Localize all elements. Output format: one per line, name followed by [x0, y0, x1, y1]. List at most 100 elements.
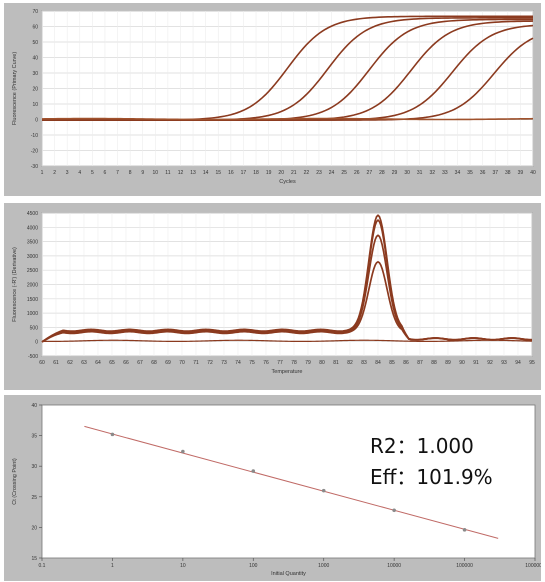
x-tick-label: 84 [375, 360, 381, 366]
amplification-chart-panel: -30 -20 -10 0 10 20 30 40 50 60 70 1 2 3 4 5 6 7 8 9 10 11 12 1… [4, 3, 541, 196]
x-tick-label: 1 [41, 170, 44, 176]
x-tick-label: 70 [179, 360, 185, 366]
x-axis-label: Cycles [279, 179, 296, 185]
x-tick-label: 92 [487, 360, 493, 366]
y-tick-label: 4000 [27, 225, 38, 231]
fit-line [84, 425, 499, 539]
y-tick-label: 35 [31, 434, 37, 440]
y-tick-label: 25 [31, 495, 37, 501]
y-tick-label: 70 [32, 9, 38, 15]
x-tick-label: 93 [501, 360, 507, 366]
efficiency-annotation: Eff：101.9% [370, 465, 493, 489]
y-tick-label: 0 [35, 118, 38, 124]
x-tick-label: 88 [431, 360, 437, 366]
x-tick-label: 76 [263, 360, 269, 366]
y-tick-label: 1000 [27, 311, 38, 317]
x-tick-label: 21 [291, 170, 297, 176]
x-tick-label: 0.1 [39, 563, 46, 569]
x-axis-label: Temperature [272, 369, 303, 375]
x-tick-label: 65 [109, 360, 115, 366]
y-tick-label: 40 [32, 56, 38, 62]
melt-curve-5 [41, 339, 533, 343]
data-point-1 [110, 432, 115, 437]
data-point-2 [181, 449, 185, 454]
x-tick-label: 25 [341, 170, 347, 176]
y-tick-label: 3000 [27, 254, 38, 260]
x-tick-label: 34 [455, 170, 461, 176]
x-tick-label: 2 [53, 170, 56, 176]
x-tick-label: 27 [367, 170, 373, 176]
x-tick-label: 81 [333, 360, 339, 366]
y-tick-label: -30 [31, 164, 38, 170]
y-tick-label: 15 [31, 556, 37, 562]
x-tick-label: 15 [215, 170, 221, 176]
x-tick-label: 31 [417, 170, 423, 176]
x-tick-label: 94 [515, 360, 521, 366]
x-tick-label: 79 [305, 360, 311, 366]
y-tick-label: -500 [28, 354, 38, 360]
x-tick-label: 1 [111, 563, 114, 569]
y-axis-label: Fluorescence (-R') (Derivative) [12, 247, 18, 322]
x-tick-label: 13 [190, 170, 196, 176]
y-axis-label: Ct (Crossing Point) [12, 458, 18, 505]
x-tick-label: 16 [228, 170, 234, 176]
x-tick-label: 73 [221, 360, 227, 366]
y-tick-label: -20 [31, 149, 38, 155]
x-tick-label: 60 [39, 360, 45, 366]
melt-curve-4 [41, 260, 532, 343]
y-tick-label: 4500 [27, 211, 38, 217]
x-tick-label: 40 [530, 170, 536, 176]
x-tick-label: 63 [81, 360, 87, 366]
x-tick-label: 4 [78, 170, 81, 176]
x-tick-label: 18 [253, 170, 259, 176]
x-tick-label: 22 [304, 170, 310, 176]
y-tick-label: 3500 [27, 240, 38, 246]
x-tick-label: 6 [104, 170, 107, 176]
x-tick-label: 62 [67, 360, 73, 366]
x-tick-label: 72 [207, 360, 213, 366]
x-tick-label: 3 [66, 170, 69, 176]
x-tick-label: 75 [249, 360, 255, 366]
standard-curve-chart: 15 20 25 30 35 40 0.1 1 10 100 1000 10000 100000 1000… [12, 403, 541, 577]
amplification-curve-7 [41, 117, 534, 121]
y-tick-label: 2000 [27, 283, 38, 289]
x-tick-label: 14 [203, 170, 209, 176]
x-tick-label: 24 [329, 170, 335, 176]
x-tick-label: 80 [319, 360, 325, 366]
x-tick-label: 71 [193, 360, 199, 366]
x-tick-label: 95 [529, 360, 535, 366]
r2-annotation: R2：1.000 [370, 434, 474, 458]
x-tick-label: 66 [123, 360, 129, 366]
y-tick-label: 20 [32, 87, 38, 93]
data-point-4 [321, 488, 326, 493]
x-tick-label: 26 [354, 170, 360, 176]
x-tick-label: 89 [445, 360, 451, 366]
y-tick-label: 10 [32, 102, 38, 108]
y-axis-label: Fluorescence (Primary Curve) [12, 52, 18, 126]
x-tick-label: 87 [417, 360, 423, 366]
x-tick-label: 91 [473, 360, 479, 366]
x-tick-label: 1000 [318, 563, 329, 569]
x-tick-label: 61 [53, 360, 59, 366]
x-tick-label: 10 [180, 563, 186, 569]
data-point-5 [392, 508, 396, 513]
x-tick-label: 7 [116, 170, 119, 176]
y-tick-label: 30 [31, 464, 37, 470]
x-tick-label: 10000 [387, 563, 401, 569]
standard-curve-chart-panel: 15 20 25 30 35 40 0.1 1 10 100 1000 10000 100000 1000… [4, 395, 541, 581]
x-tick-label: 12 [178, 170, 184, 176]
x-tick-label: 69 [165, 360, 171, 366]
x-tick-label: 86 [403, 360, 409, 366]
x-tick-label: 100000 [456, 563, 473, 569]
x-tick-label: 11 [165, 170, 170, 176]
data-point-3 [251, 469, 256, 473]
x-tick-label: 35 [467, 170, 473, 176]
melt-curve-chart: -500 0 500 1000 1500 2000 2500 3000 3500 4000 4500… [12, 211, 535, 375]
x-tick-label: 100 [249, 563, 258, 569]
y-tick-label: 0 [35, 340, 38, 346]
x-tick-label: 17 [241, 170, 247, 176]
x-tick-label: 85 [389, 360, 395, 366]
x-tick-label: 36 [480, 170, 486, 176]
x-tick-label: 67 [137, 360, 143, 366]
x-tick-label: 83 [361, 360, 367, 366]
